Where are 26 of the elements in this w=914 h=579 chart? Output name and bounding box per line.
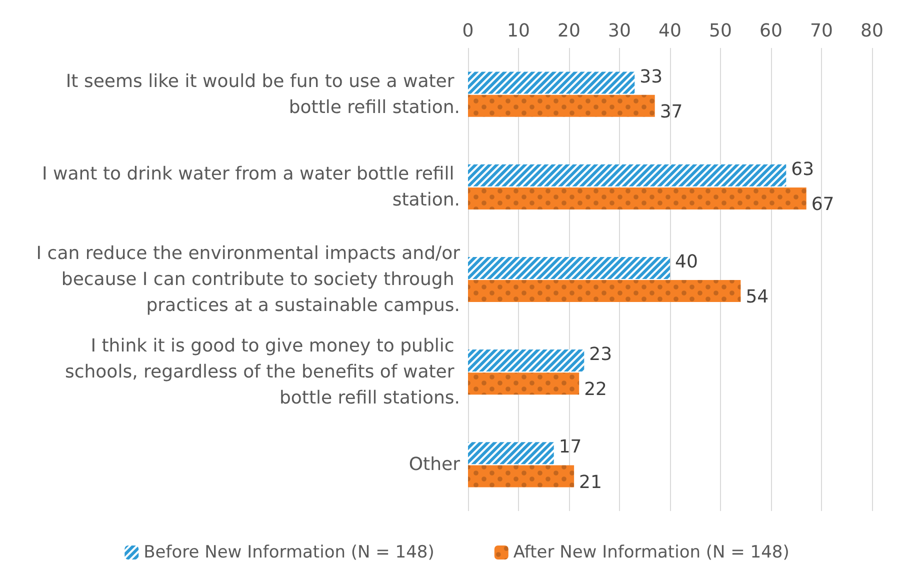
y-tick-label: Other	[408, 454, 461, 476]
data-label: 67	[811, 194, 834, 215]
x-tick-label: 10	[507, 20, 530, 42]
y-tick-label: I think it is good to give money to public schools, regardless of the benefits of water bottle refill stations.	[64, 336, 460, 409]
data-label: 21	[579, 472, 602, 493]
x-tick-label: 50	[709, 20, 732, 42]
x-tick-label: 80	[860, 20, 884, 42]
data-label: 54	[746, 286, 769, 308]
data-label: 33	[640, 66, 663, 88]
x-tick-label: 60	[760, 20, 782, 42]
x-tick-label: 20	[558, 20, 580, 42]
x-tick-label: 0	[462, 20, 474, 42]
data-label: 40	[675, 251, 698, 272]
legend-label: Before New Information (N = 148)	[144, 542, 434, 562]
x-tick-label: 70	[810, 20, 833, 42]
x-tick-label: 30	[608, 20, 631, 42]
x-tick-label: 40	[658, 20, 682, 42]
legend-label: After New Information (N = 148)	[513, 542, 790, 562]
y-tick-label: I can reduce the environmental impacts and/or because I can contribute to society through practices at a sustainable campus.	[36, 243, 461, 316]
data-label: 22	[584, 379, 608, 400]
data-label: 63	[791, 158, 814, 180]
y-tick-label: It seems like it would be fun to use a water bottle refill station.	[66, 70, 460, 118]
data-label: 17	[558, 436, 582, 458]
data-label: 23	[589, 344, 612, 366]
data-label: 37	[660, 101, 683, 122]
y-tick-label: I want to drink water from a water bottle refill station.	[42, 163, 460, 210]
